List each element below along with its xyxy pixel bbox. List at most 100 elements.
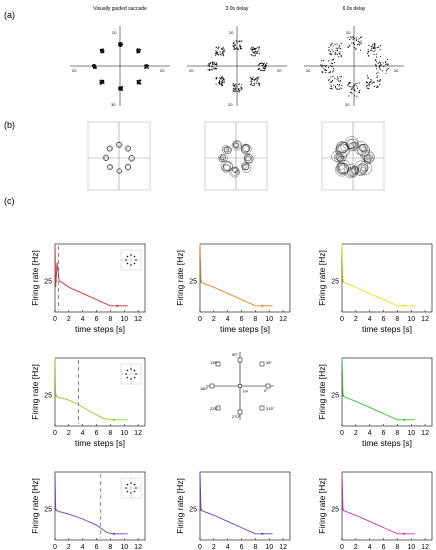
x-tick-label: 0 [340,316,344,323]
scatter-dot [368,44,370,46]
scatter-dot [217,82,219,84]
trace-mark [244,155,252,164]
trace-mark [107,145,113,152]
scatter-dot [334,53,336,55]
y-axis-label: Firing rate [Hz] [30,478,40,534]
scatter-dot [100,50,102,52]
scatter-dot [259,83,261,85]
scatter-dot [350,91,352,93]
scatter-dot [374,85,376,87]
y-axis-label: Firing rate [Hz] [317,478,327,534]
scatter-dot [250,76,252,78]
scatter-dot [237,83,239,85]
scatter-dot [136,51,138,53]
scatter-dot [208,63,210,65]
scatter-dot [368,85,370,87]
scatter-dot [332,59,334,61]
scatter-dot [136,80,138,82]
scatter-dot [258,84,260,86]
scatter-dot [323,65,325,67]
scatter-dot [356,83,358,85]
scatter-dot [93,66,95,68]
scatter-dot [376,68,378,70]
scatter-dot [370,78,372,80]
trace-mark [222,161,233,171]
scatter-dot [118,44,120,46]
scatter-dot [215,53,217,55]
scatter-dot [374,49,376,51]
target-square [237,409,243,415]
scatter-dot [341,85,343,87]
trace-mark [354,164,367,176]
scatter-dot [332,45,334,47]
scatter-dot [216,78,218,80]
scatter-dot [102,80,104,82]
scatter-dot [264,68,266,70]
scatter-dot [331,42,333,44]
trace-mark [126,146,131,151]
x-tick-label: 0 [53,430,57,437]
series-point [112,532,115,535]
scatter-dot [367,83,369,85]
scatter-dot [218,82,220,84]
x-tick-label: 4 [226,544,230,550]
scatter-dot [102,81,104,83]
scatter-dot [375,86,377,88]
scatter-dot [212,62,214,64]
scatter-dot [254,79,256,81]
scatter-dot [372,47,374,49]
scatter-dot [147,65,149,67]
scatter-dot [360,40,362,42]
trace-mark [336,145,346,155]
scatter-dot [253,79,255,81]
x-tick-label: 4 [226,316,230,323]
trace-mark [233,140,241,149]
scatter-dot [376,46,378,48]
scatter-dot [331,59,333,61]
scatter-dot [326,69,328,71]
scatter-dot [360,49,362,51]
trace-mark [107,164,113,170]
trace-mark [116,142,122,148]
scatter-dot [138,79,140,81]
scatter-dot [333,59,335,61]
scatter-dot [100,51,102,53]
x-tick-label: 2 [354,430,358,437]
scatter-dot [237,91,239,93]
scatter-dot [385,64,387,66]
scatter-dot [137,80,139,82]
scatter-dot [379,49,381,51]
inset-dot [126,483,129,486]
scatter-dot [100,81,102,83]
scatter-dot [94,65,96,67]
scatter-dot [121,88,123,90]
scatter-dot [137,50,139,52]
plot-frame [341,471,433,541]
scatter-dot [221,54,223,56]
scatter-dot [387,63,389,65]
scatter-dot [235,47,237,49]
scatter-dot [101,82,103,84]
scatter-dot [355,48,357,50]
scatter-dot [379,44,381,46]
scatter-dot [374,45,376,47]
scatter-dot [222,53,224,55]
scatter-dot [221,82,223,84]
scatter-dot [240,45,242,47]
scatter-dot [255,47,257,49]
trace-mark [231,140,242,151]
scatter-dot [138,81,140,83]
inset-dot [126,376,129,379]
plot-frame [341,243,433,313]
x-tick-label: 10 [407,430,415,437]
scatter-dot [351,88,353,90]
inset-dot [133,369,136,372]
scatter-dot [238,48,240,50]
scatter-dot [261,63,263,65]
scatter-dot [264,69,266,71]
scatter-dot [332,51,334,53]
scatter-dot [95,65,97,67]
scatter-dot [223,51,225,53]
scatter-dot [233,85,235,87]
scatter-dot [328,72,330,74]
